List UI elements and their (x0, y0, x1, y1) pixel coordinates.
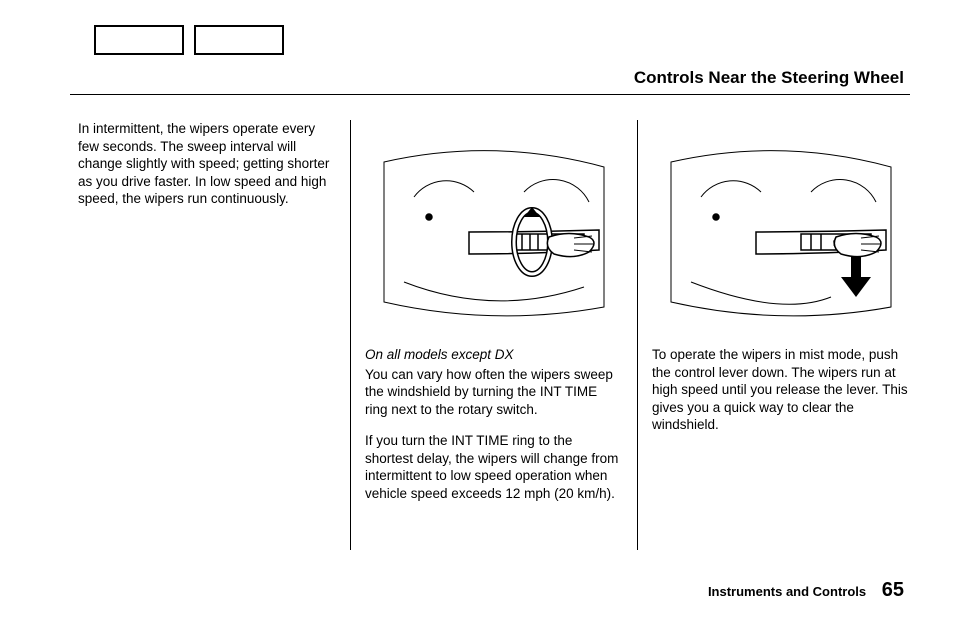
page-footer: Instruments and Controls 65 (708, 579, 904, 602)
footer-section-label: Instruments and Controls (708, 584, 866, 599)
col2-paragraph-2: If you turn the INT TIME ring to the sho… (365, 432, 623, 502)
wiper-ring-illustration (365, 142, 623, 332)
col2-model-note: On all models except DX (365, 346, 623, 364)
page-title: Controls Near the Steering Wheel (634, 68, 904, 88)
header-box-2 (194, 25, 284, 55)
header-box-1 (94, 25, 184, 55)
content-columns: In intermittent, the wipers operate ever… (78, 120, 910, 550)
column-2: On all models except DX You can vary how… (351, 120, 638, 550)
wiper-mist-illustration: Mist (652, 142, 910, 332)
column-3: Mist To operate the wipers in mist mode,… (638, 120, 910, 550)
header-placeholder-boxes (94, 25, 284, 55)
horizontal-rule (70, 94, 910, 95)
col1-paragraph-1: In intermittent, the wipers operate ever… (78, 120, 336, 208)
column-1: In intermittent, the wipers operate ever… (78, 120, 351, 550)
col3-paragraph-1: To operate the wipers in mist mode, push… (652, 346, 910, 434)
footer-page-number: 65 (882, 579, 904, 601)
col2-paragraph-1: You can vary how often the wipers sweep … (365, 366, 623, 419)
